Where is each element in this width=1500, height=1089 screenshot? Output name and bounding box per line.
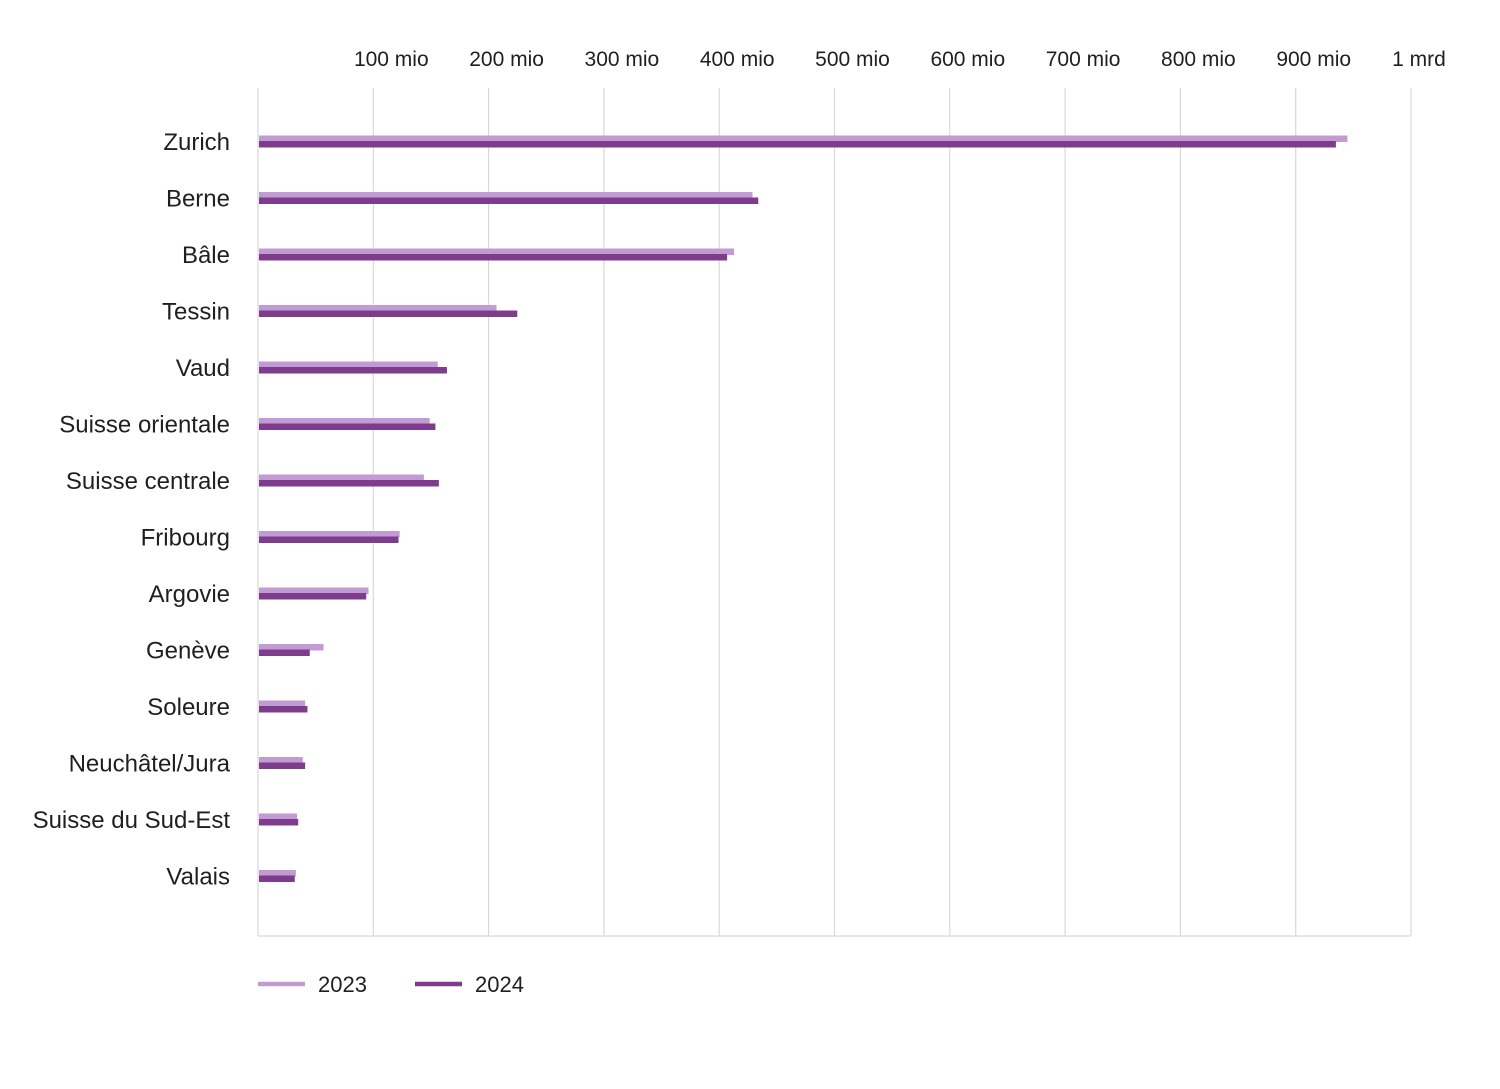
bar-2024-suisse-centrale xyxy=(259,480,439,487)
x-tick-label: 400 mio xyxy=(700,48,775,71)
bar-2023-berne xyxy=(259,192,753,199)
category-label: Suisse orientale xyxy=(59,412,230,439)
bar-2023-soleure xyxy=(259,700,306,707)
category-label: Berne xyxy=(166,186,230,213)
bar-2023-gen-ve xyxy=(259,644,324,651)
x-tick-label: 1 mrd xyxy=(1392,48,1446,71)
bar-2024-fribourg xyxy=(259,536,399,543)
bar-2023-suisse-centrale xyxy=(259,474,424,481)
x-tick-label: 500 mio xyxy=(815,48,890,71)
bar-2024-berne xyxy=(259,197,759,204)
category-label: Fribourg xyxy=(141,525,230,552)
bar-2024-zurich xyxy=(259,141,1336,148)
bar-2023-suisse-orientale xyxy=(259,418,430,425)
category-label: Suisse du Sud-Est xyxy=(33,807,231,834)
bar-2023-valais xyxy=(259,870,296,877)
bar-2024-suisse-du-sud-est xyxy=(259,819,299,826)
x-tick-label: 700 mio xyxy=(1046,48,1121,71)
legend-label-2024: 2024 xyxy=(475,972,524,997)
x-tick-label: 900 mio xyxy=(1276,48,1351,71)
legend-label-2023: 2023 xyxy=(318,972,367,997)
category-label: Valais xyxy=(166,864,230,891)
category-label: Vaud xyxy=(176,355,230,382)
gridlines xyxy=(257,88,1412,937)
x-tick-label: 300 mio xyxy=(585,48,660,71)
bar-2023-b-le xyxy=(259,248,735,255)
category-label: Bâle xyxy=(182,242,230,269)
y-axis-categories: Zurich Berne Bâle Tessin Vaud Suisse oriental… xyxy=(33,129,231,891)
x-tick-label: 800 mio xyxy=(1161,48,1236,71)
category-label: Suisse centrale xyxy=(66,468,230,495)
bar-2023-neuch-tel-jura xyxy=(259,757,303,764)
bar-2023-tessin xyxy=(259,305,497,312)
bar-2023-argovie xyxy=(259,587,369,594)
bar-2023-suisse-du-sud-est xyxy=(259,813,298,820)
bar-2024-vaud xyxy=(259,367,447,374)
x-tick-label: 200 mio xyxy=(469,48,544,71)
bar-2024-valais xyxy=(259,875,295,882)
bar-2023-zurich xyxy=(259,135,1348,142)
bar-2024-soleure xyxy=(259,706,308,713)
category-label: Soleure xyxy=(147,694,230,721)
category-label: Genève xyxy=(146,638,230,665)
category-label: Tessin xyxy=(162,299,230,326)
bar-2023-fribourg xyxy=(259,531,400,538)
x-tick-label: 600 mio xyxy=(930,48,1005,71)
category-label: Neuchâtel/Jura xyxy=(69,751,231,778)
bar-2024-neuch-tel-jura xyxy=(259,762,306,769)
x-tick-label: 100 mio xyxy=(354,48,429,71)
legend: 2023 2024 xyxy=(258,972,524,997)
bar-2023-vaud xyxy=(259,361,438,368)
bar-2024-tessin xyxy=(259,310,518,317)
bars xyxy=(259,135,1348,882)
category-label: Argovie xyxy=(149,581,230,608)
bar-2024-suisse-orientale xyxy=(259,423,436,430)
bar-2024-gen-ve xyxy=(259,649,310,656)
x-axis-ticks: 100 mio 200 mio 300 mio 400 mio 500 mio 600 m… xyxy=(354,48,1446,71)
bar-2024-argovie xyxy=(259,593,367,600)
category-label: Zurich xyxy=(163,129,230,156)
bar-2024-b-le xyxy=(259,254,728,261)
